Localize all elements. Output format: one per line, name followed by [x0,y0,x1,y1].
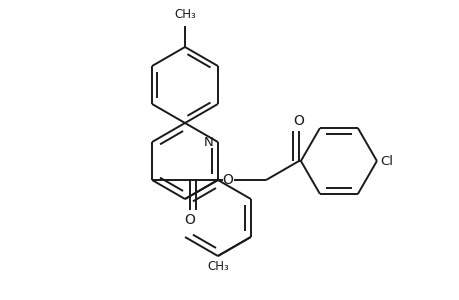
Text: O: O [184,213,195,227]
Text: CH₃: CH₃ [174,8,196,21]
Text: O: O [293,114,304,128]
Text: CH₃: CH₃ [207,260,228,273]
Text: N: N [204,136,213,148]
Text: O: O [222,173,233,187]
Text: Cl: Cl [379,154,392,167]
